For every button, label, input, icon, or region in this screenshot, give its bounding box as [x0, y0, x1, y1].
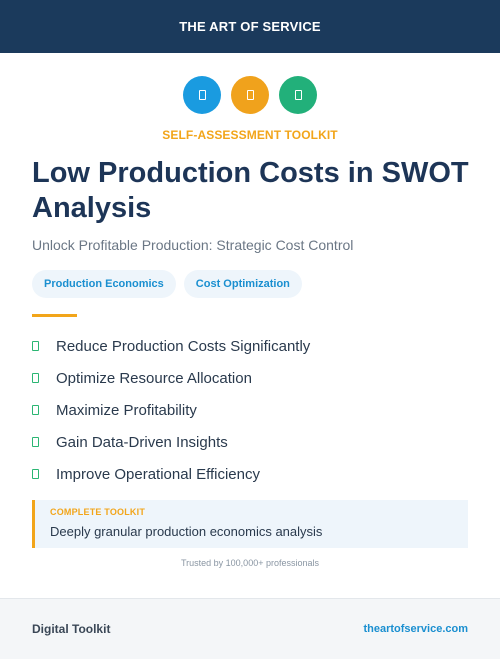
blue-badge-icon: [183, 76, 221, 114]
feature-item: Optimize Resource Allocation: [32, 362, 472, 394]
top-banner: THE ART OF SERVICE: [0, 0, 500, 53]
tag-list: Production Economics Cost Optimization: [32, 270, 302, 298]
check-icon: [32, 437, 39, 447]
website-link[interactable]: theartofservice.com: [363, 623, 468, 635]
check-icon: [32, 469, 39, 479]
check-icon: [32, 405, 39, 415]
green-badge-icon: [279, 76, 317, 114]
feature-item: Improve Operational Efficiency: [32, 458, 472, 490]
feature-label: Improve Operational Efficiency: [56, 465, 260, 483]
tag-cost-optimization: Cost Optimization: [183, 270, 302, 298]
footer-label: Digital Toolkit: [32, 622, 111, 636]
toolkit-callout: COMPLETE TOOLKIT Deeply granular product…: [32, 500, 468, 548]
accent-divider: [32, 314, 77, 317]
orange-badge-icon: [231, 76, 269, 114]
callout-label: COMPLETE TOOLKIT: [50, 507, 146, 517]
feature-label: Optimize Resource Allocation: [56, 369, 252, 387]
check-icon: [32, 341, 39, 351]
check-icon: [32, 373, 39, 383]
footer: Digital Toolkit theartofservice.com: [0, 598, 500, 659]
icon-row: [0, 76, 500, 114]
page-subtitle: Unlock Profitable Production: Strategic …: [32, 237, 354, 253]
tag-production-economics: Production Economics: [32, 270, 176, 298]
feature-label: Maximize Profitability: [56, 401, 197, 419]
feature-item: Maximize Profitability: [32, 394, 472, 426]
eyebrow-label: SELF-ASSESSMENT TOOLKIT: [162, 128, 338, 142]
brand-name: THE ART OF SERVICE: [179, 19, 321, 34]
callout-description: Deeply granular production economics ana…: [50, 524, 323, 539]
feature-item: Gain Data-Driven Insights: [32, 426, 472, 458]
feature-label: Reduce Production Costs Significantly: [56, 337, 311, 355]
page-title: Low Production Costs in SWOT Analysis: [32, 157, 469, 224]
trust-note: Trusted by 100,000+ professionals: [180, 558, 319, 568]
feature-list: Reduce Production Costs Significantly Op…: [32, 330, 472, 490]
feature-label: Gain Data-Driven Insights: [56, 433, 228, 451]
feature-item: Reduce Production Costs Significantly: [32, 330, 472, 362]
